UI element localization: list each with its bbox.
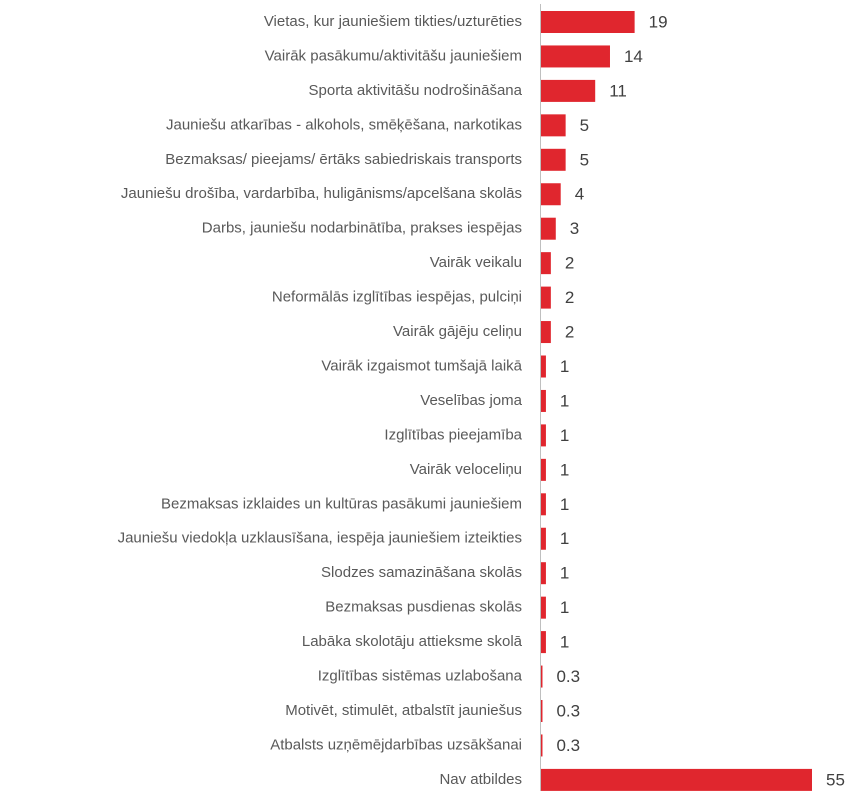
bar bbox=[541, 252, 551, 275]
value-label: 2 bbox=[565, 288, 574, 307]
value-label: 14 bbox=[624, 47, 643, 66]
category-label: Neformālās izglītības iespējas, pulciņi bbox=[272, 289, 522, 306]
bar bbox=[541, 458, 546, 481]
bar bbox=[541, 700, 543, 722]
value-label: 0.3 bbox=[556, 667, 580, 686]
value-label: 5 bbox=[580, 150, 589, 169]
bar bbox=[541, 665, 543, 688]
bar bbox=[541, 768, 812, 791]
category-label: Bezmaksas pusdienas skolās bbox=[325, 599, 522, 616]
value-label: 55 bbox=[826, 770, 845, 789]
value-label: 1 bbox=[560, 564, 569, 583]
value-label: 1 bbox=[560, 426, 569, 445]
value-label: 4 bbox=[575, 185, 584, 204]
bar bbox=[541, 114, 566, 137]
value-label: 1 bbox=[560, 598, 569, 617]
value-label: 19 bbox=[649, 12, 668, 31]
value-label: 1 bbox=[560, 391, 569, 410]
category-label: Jauniešu drošība, vardarbība, huligānism… bbox=[121, 185, 522, 202]
category-label: Jauniešu viedokļa uzklausīšana, iespēja … bbox=[118, 530, 522, 547]
category-label: Nav atbildes bbox=[439, 771, 522, 788]
bar bbox=[541, 562, 546, 585]
category-label: Motivēt, stimulēt, atbalstīt jauniešus bbox=[285, 702, 522, 719]
value-label: 1 bbox=[560, 529, 569, 548]
category-label: Izglītības pieejamība bbox=[384, 426, 522, 443]
value-label: 1 bbox=[560, 357, 569, 376]
value-label: 1 bbox=[560, 633, 569, 652]
bar bbox=[541, 389, 546, 412]
bar bbox=[541, 424, 546, 447]
value-label: 2 bbox=[565, 323, 574, 342]
bar bbox=[541, 45, 610, 68]
category-label: Izglītības sistēmas uzlabošana bbox=[318, 668, 523, 685]
bar bbox=[541, 11, 635, 33]
category-label: Sporta aktivitāšu nodrošināšana bbox=[309, 82, 523, 99]
value-label: 3 bbox=[570, 219, 579, 238]
bar bbox=[541, 493, 546, 516]
category-label: Vairāk pasākumu/aktivitāšu jauniešiem bbox=[265, 47, 522, 64]
category-label: Darbs, jauniešu nodarbinātība, prakses i… bbox=[202, 220, 522, 237]
bar bbox=[541, 527, 546, 550]
bar bbox=[541, 734, 543, 757]
category-label: Vairāk veikalu bbox=[430, 254, 522, 271]
bar bbox=[541, 355, 546, 378]
bar bbox=[541, 631, 546, 654]
category-label: Slodzes samazināšana skolās bbox=[321, 564, 522, 581]
category-label: Jauniešu atkarības - alkohols, smēķēšana… bbox=[166, 116, 522, 133]
category-label: Vairāk veloceliņu bbox=[410, 461, 522, 478]
bar bbox=[541, 217, 556, 240]
value-label: 11 bbox=[609, 81, 627, 100]
value-label: 2 bbox=[565, 254, 574, 273]
bar bbox=[541, 79, 596, 102]
category-label: Vairāk izgaismot tumšajā laikā bbox=[321, 357, 522, 374]
category-label: Atbalsts uzņēmējdarbības uzsākšanai bbox=[270, 736, 522, 753]
category-label: Bezmaksas/ pieejams/ ērtāks sabiedriskai… bbox=[165, 151, 522, 168]
category-label: Veselības joma bbox=[420, 392, 522, 409]
value-label: 0.3 bbox=[556, 701, 580, 720]
value-label: 1 bbox=[560, 495, 569, 514]
category-label: Labāka skolotāju attieksme skolā bbox=[302, 633, 523, 650]
bar bbox=[541, 321, 551, 344]
value-label: 1 bbox=[560, 460, 569, 479]
category-label: Vietas, kur jauniešiem tikties/uzturētie… bbox=[264, 13, 522, 30]
category-label: Vairāk gājēju celiņu bbox=[393, 323, 522, 340]
bar bbox=[541, 286, 551, 309]
category-label: Bezmaksas izklaides un kultūras pasākumi… bbox=[161, 495, 522, 512]
value-label: 0.3 bbox=[556, 736, 580, 755]
bar bbox=[541, 148, 566, 171]
value-label: 5 bbox=[580, 116, 589, 135]
bar bbox=[541, 596, 546, 619]
bar bbox=[541, 183, 561, 206]
